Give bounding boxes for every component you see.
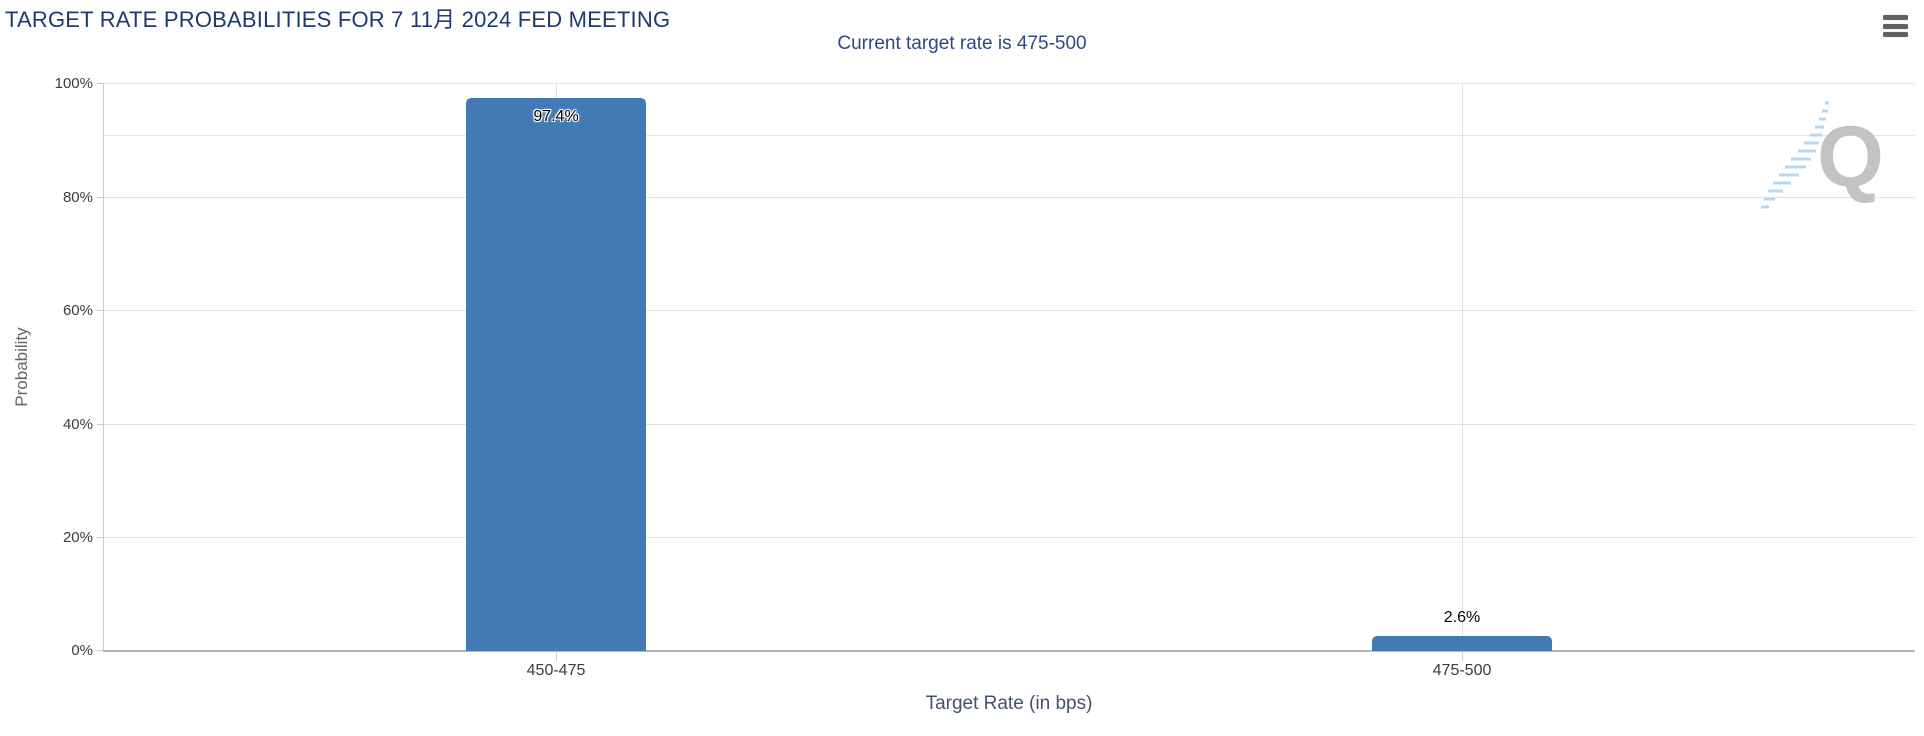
- gridline-80pct: [103, 197, 1915, 198]
- y-tick: [97, 83, 103, 84]
- y-tick: [97, 537, 103, 538]
- gridline-20pct: [103, 537, 1915, 538]
- y-axis-title: Probability: [12, 327, 31, 407]
- bar-value-label: 97.4%: [533, 108, 579, 125]
- y-tick: [97, 650, 103, 651]
- crosshair-line: [103, 135, 1915, 136]
- y-tick-label: 100%: [54, 75, 93, 92]
- y-tick-label: 20%: [62, 529, 93, 546]
- gridline-100pct: [103, 83, 1915, 84]
- gridline-40pct: [103, 424, 1915, 425]
- y-tick-label: 0%: [71, 642, 93, 659]
- y-axis-line: [103, 83, 104, 651]
- bar-450-475[interactable]: 97.4%: [466, 98, 646, 651]
- y-tick: [97, 197, 103, 198]
- hamburger-bar: [1883, 23, 1908, 29]
- plot-area: 100% 80% 60% 40% 20% 0% 97.4% 2.6%: [55, 75, 1915, 661]
- hamburger-bar: [1883, 15, 1908, 20]
- x-axis-title: Target Rate (in bps): [925, 693, 1093, 714]
- y-tick-label: 60%: [62, 302, 93, 319]
- x-category-label: 450-475: [526, 662, 586, 679]
- quikstrike-q-watermark-icon: Q: [1761, 101, 1884, 209]
- gridline-60pct: [103, 310, 1915, 311]
- hamburger-bar: [1883, 32, 1908, 37]
- x-tick: [556, 651, 557, 661]
- bar-value-label: 2.6%: [1443, 609, 1481, 626]
- x-axis-line: [103, 650, 1915, 652]
- chart-title: TARGET RATE PROBABILITIES FOR 7 11月 2024…: [5, 7, 671, 32]
- y-tick-label: 40%: [62, 416, 93, 433]
- y-tick: [97, 310, 103, 311]
- bar-475-500[interactable]: 2.6%: [1372, 609, 1552, 651]
- y-tick: [97, 424, 103, 425]
- chart-subtitle: Current target rate is 475-500: [837, 33, 1087, 54]
- x-tick: [1462, 651, 1463, 661]
- watermark-letter: Q: [1817, 109, 1884, 205]
- hamburger-menu-icon[interactable]: [1883, 15, 1908, 37]
- y-tick-label: 80%: [62, 189, 93, 206]
- x-gridline-category-2: [1462, 83, 1463, 651]
- x-category-label: 475-500: [1432, 662, 1492, 679]
